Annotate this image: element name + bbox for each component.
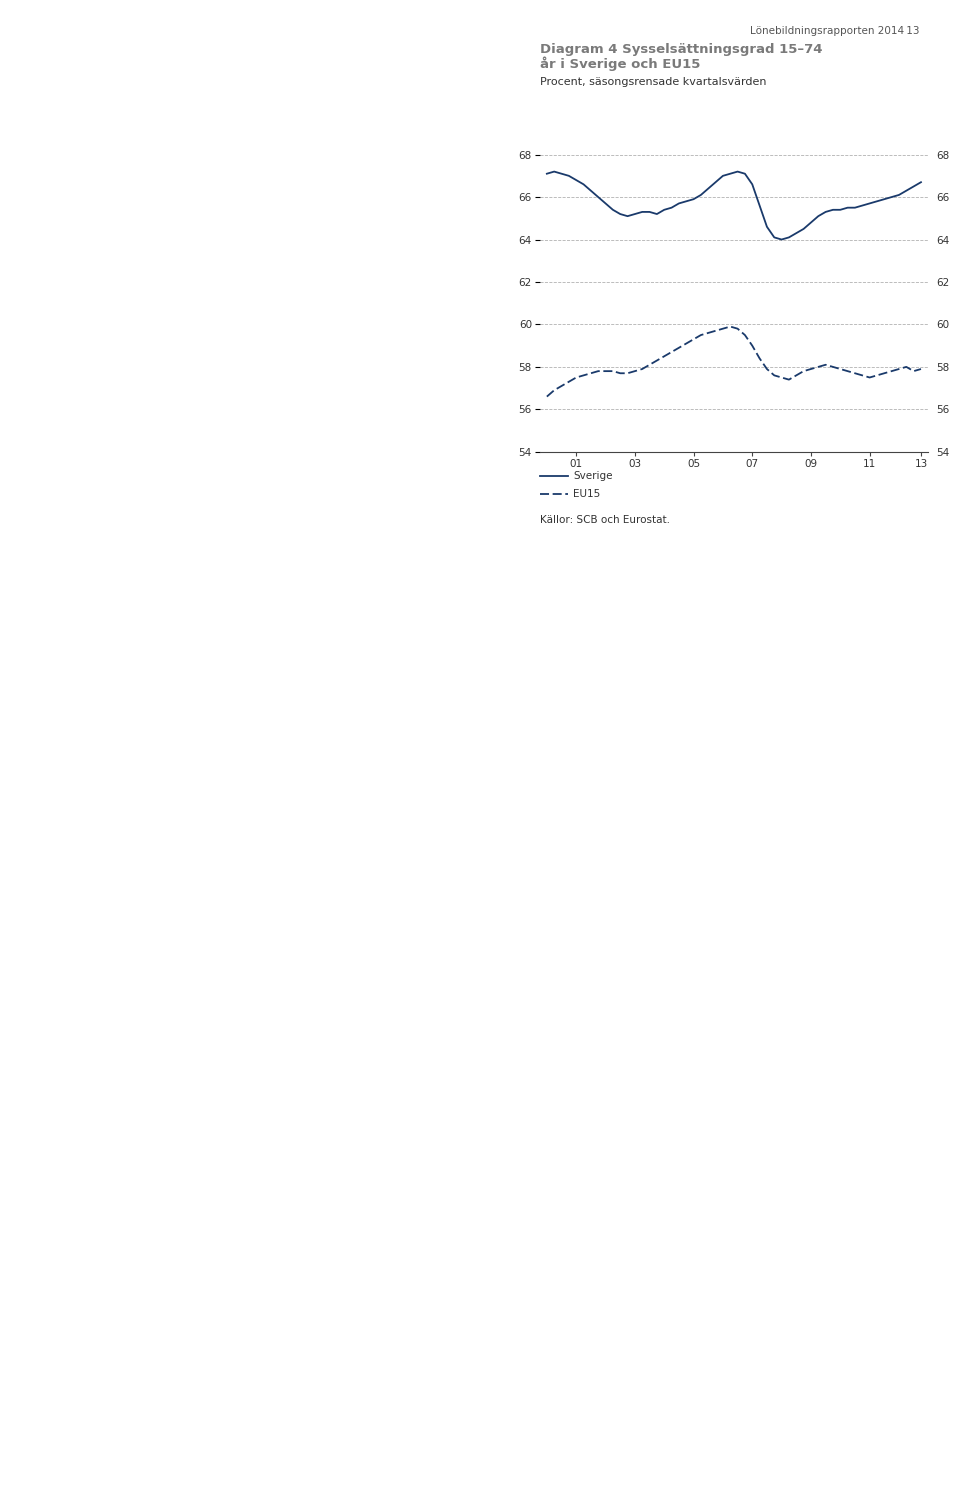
Text: Diagram 4 Sysselsättningsgrad 15–74: Diagram 4 Sysselsättningsgrad 15–74 bbox=[540, 42, 822, 56]
Text: EU15: EU15 bbox=[573, 489, 600, 498]
Text: Lönebildningsrapporten 2014 13: Lönebildningsrapporten 2014 13 bbox=[750, 26, 920, 36]
Text: Procent, säsongsrensade kvartalsvärden: Procent, säsongsrensade kvartalsvärden bbox=[540, 77, 766, 87]
Text: Sverige: Sverige bbox=[573, 471, 612, 480]
Text: Källor: SCB och Eurostat.: Källor: SCB och Eurostat. bbox=[540, 515, 669, 525]
Text: år i Sverige och EU15: år i Sverige och EU15 bbox=[540, 56, 700, 71]
